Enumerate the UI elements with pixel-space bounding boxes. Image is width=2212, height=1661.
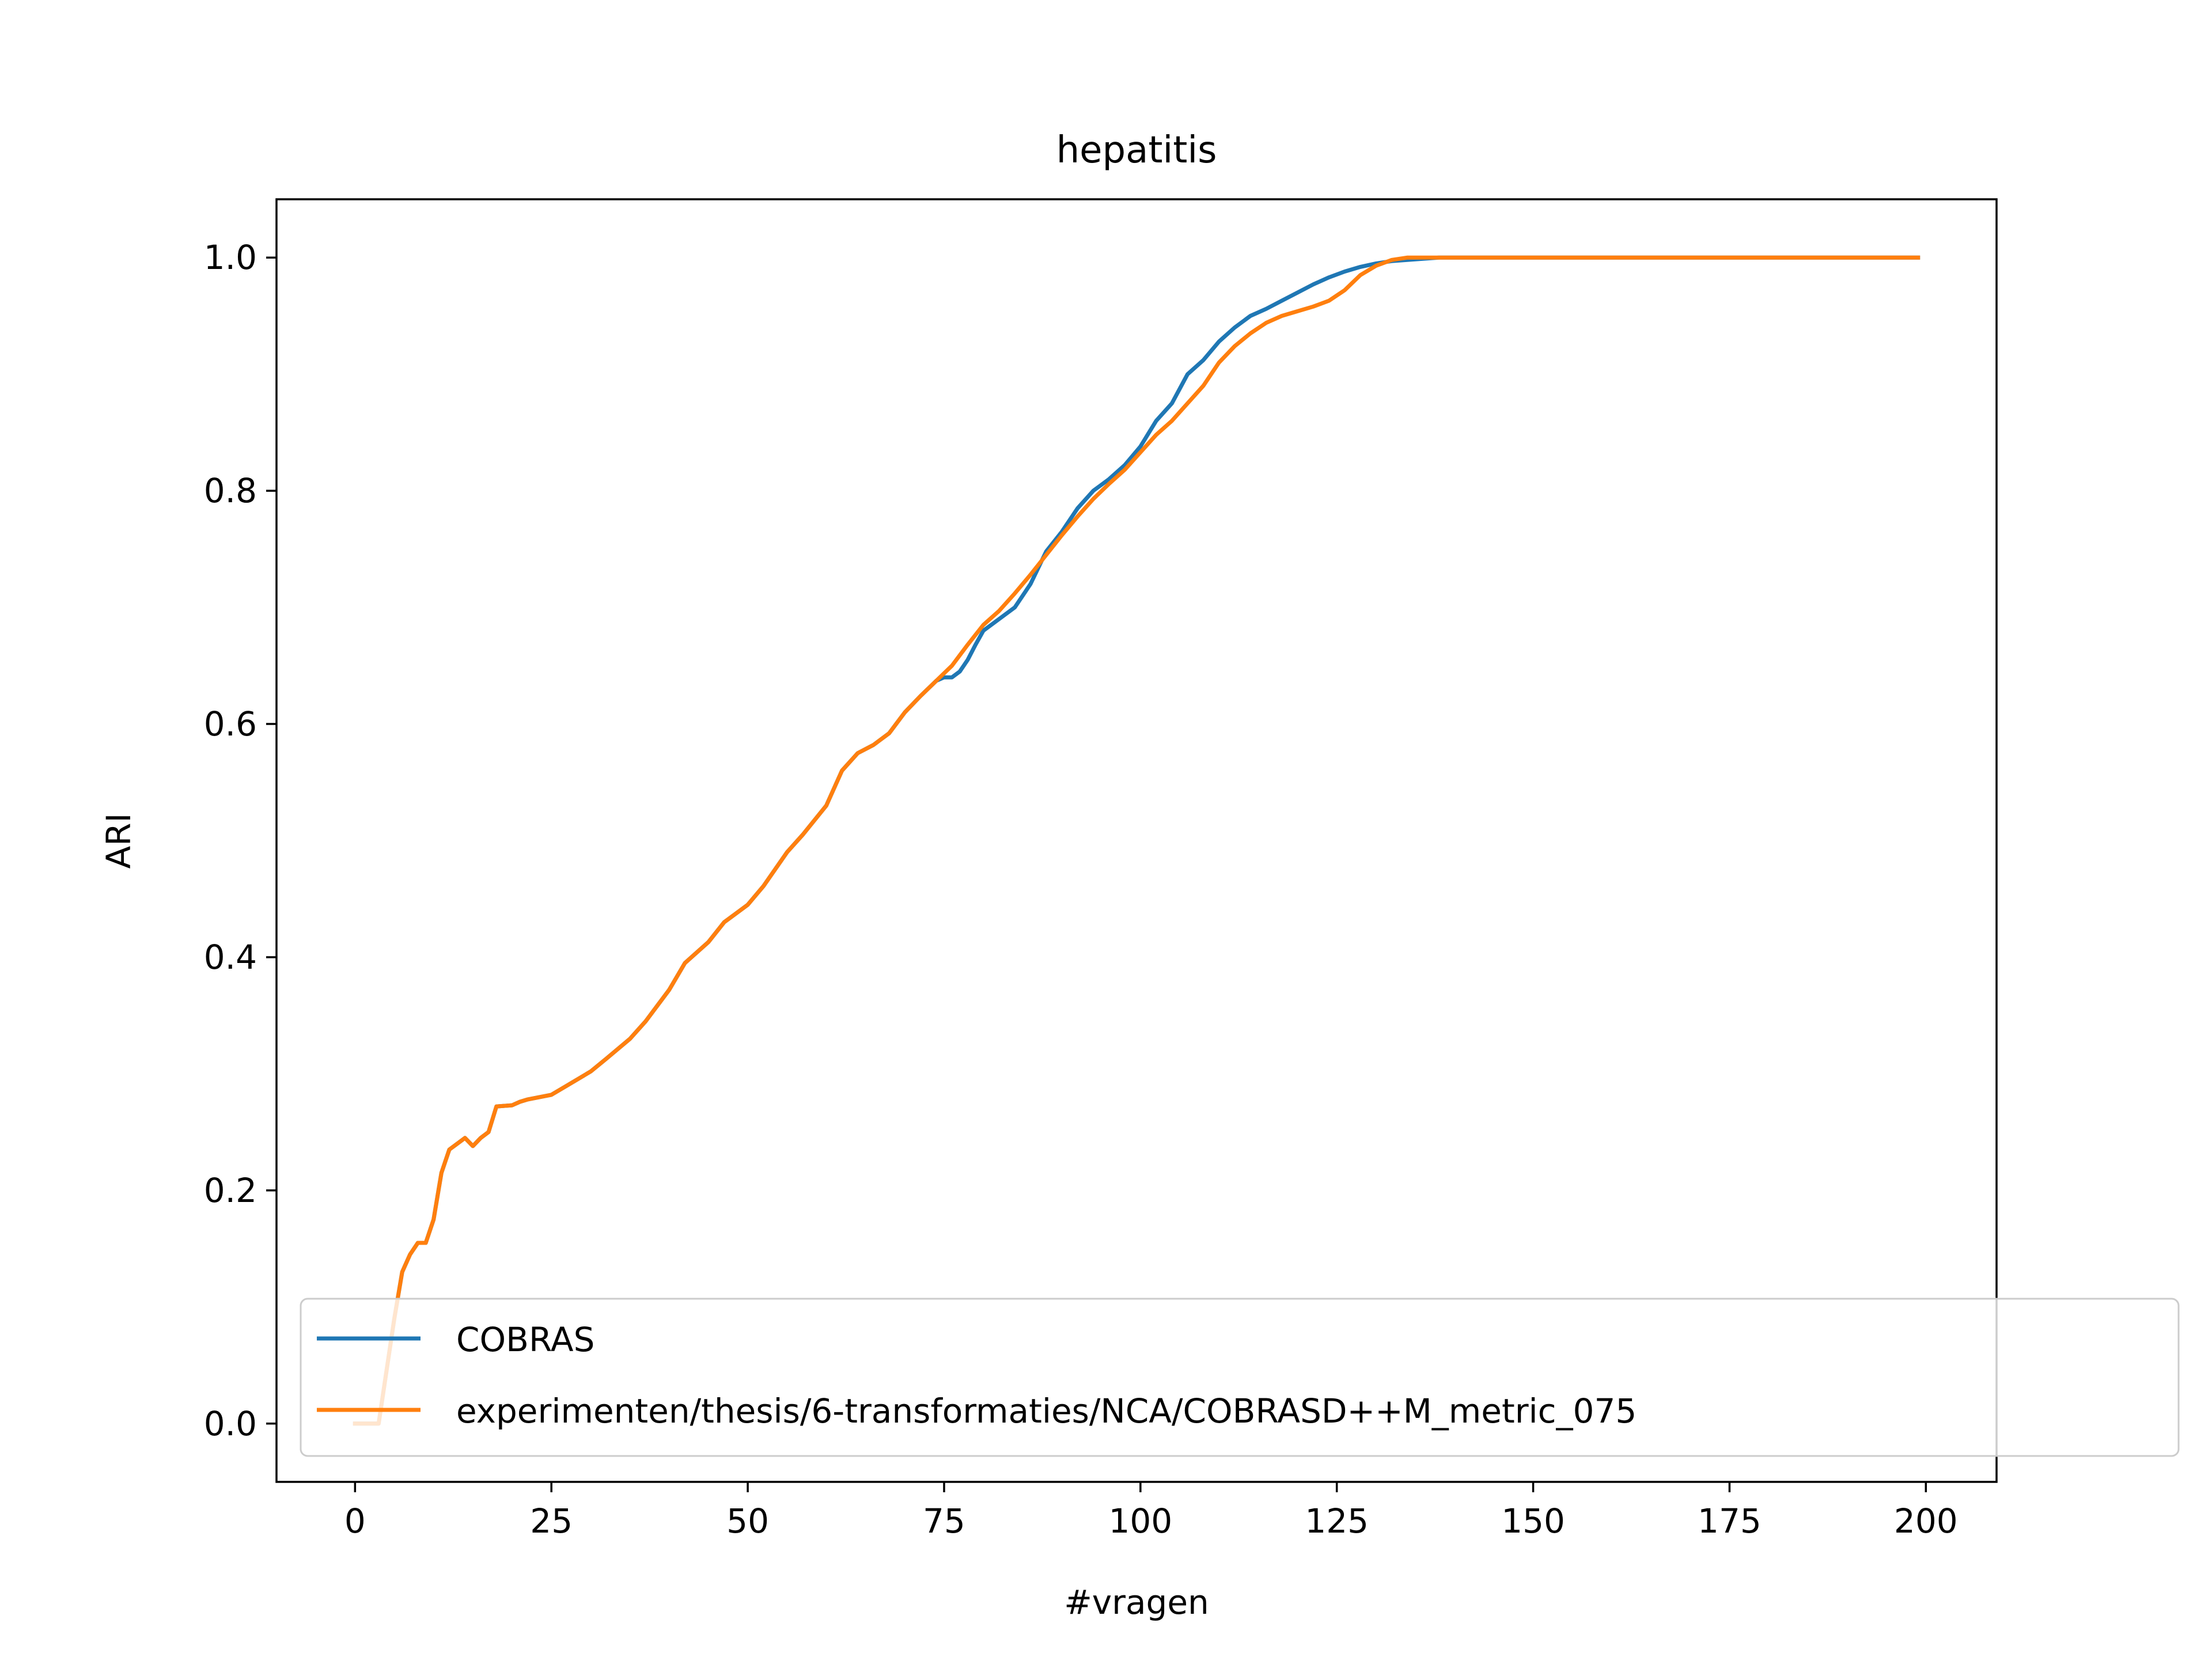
x-tick-label: 50 xyxy=(726,1501,769,1541)
x-tick-label: 200 xyxy=(1894,1501,1958,1541)
series-lines xyxy=(353,255,1921,1426)
y-axis-ticks: 0.0 0.2 0.4 0.6 0.8 1.0 xyxy=(204,238,276,1443)
legend-label-cobras: COBRAS xyxy=(456,1320,594,1359)
x-tick-label: 100 xyxy=(1108,1501,1172,1541)
y-tick-label: 0.8 xyxy=(204,471,257,510)
y-tick-label: 1.0 xyxy=(204,238,257,277)
x-tick-label: 125 xyxy=(1305,1501,1369,1541)
y-tick-label: 0.2 xyxy=(204,1171,257,1210)
y-tick-label: 0.4 xyxy=(204,938,257,977)
legend: COBRAS experimenten/thesis/6-transformat… xyxy=(300,1298,2180,1457)
y-tick-label: 0.6 xyxy=(204,704,257,744)
x-tick-label: 0 xyxy=(344,1501,366,1541)
x-tick-label: 175 xyxy=(1698,1501,1762,1541)
y-axis-label: ARI xyxy=(99,813,138,869)
y-tick-label: 0.0 xyxy=(204,1404,257,1443)
x-axis-label: #vragen xyxy=(1064,1583,1209,1622)
axes-frame xyxy=(275,198,1998,1483)
legend-box xyxy=(300,1298,2180,1457)
x-axis-ticks: 0 25 50 75 100 125 150 175 200 xyxy=(344,1482,1958,1541)
x-tick-label: 150 xyxy=(1501,1501,1565,1541)
x-tick-label: 25 xyxy=(530,1501,573,1541)
chart-title: hepatitis xyxy=(1056,129,1217,172)
x-tick-label: 75 xyxy=(923,1501,965,1541)
series-line-cobrasd-metric xyxy=(353,255,1921,1426)
legend-label-cobrasd: experimenten/thesis/6-transformaties/NCA… xyxy=(456,1391,1637,1431)
